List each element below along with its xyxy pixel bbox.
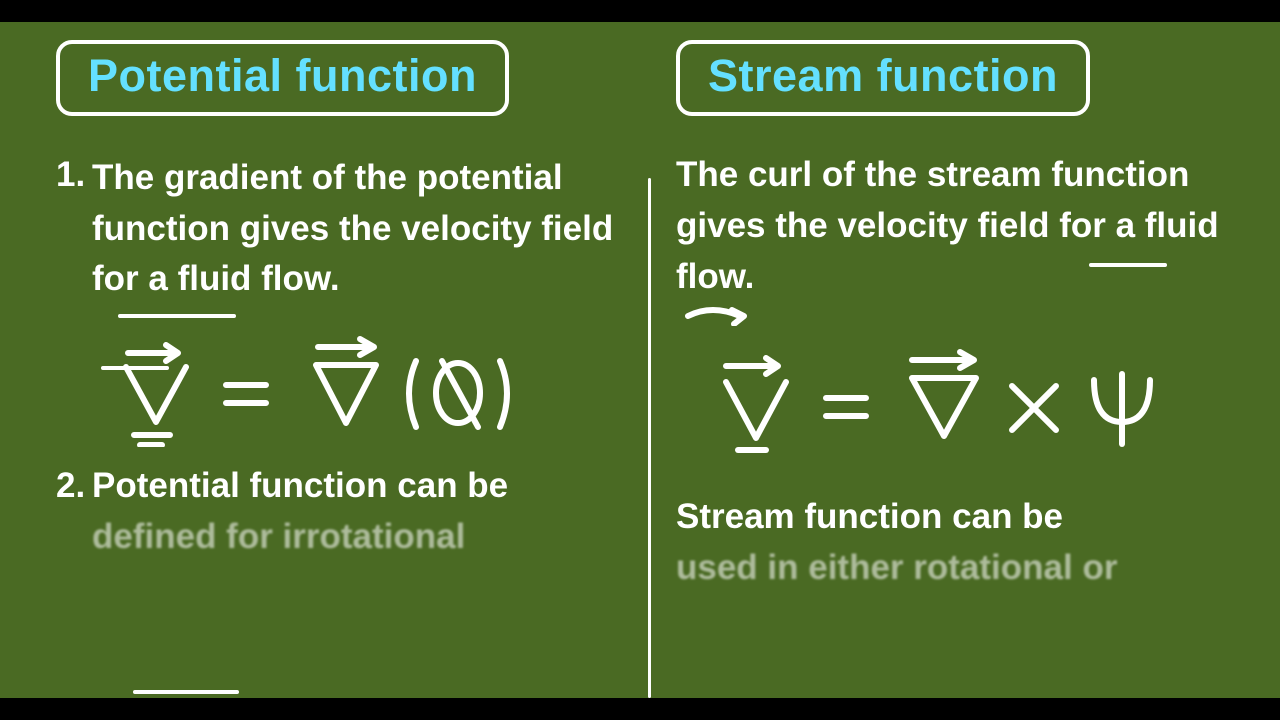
- title-potential: Potential function: [56, 40, 509, 116]
- stream-point-1: The curl of the stream function gives th…: [676, 150, 1240, 302]
- swoosh-annotation: [682, 306, 752, 326]
- stream-point-2-cut: used in either rotational or: [676, 543, 1240, 587]
- chalkboard: Potential function 1. The gradient of th…: [0, 22, 1280, 698]
- list-number-1: 1.: [56, 150, 92, 201]
- potential-point-2-cut: defined for irrotational: [56, 512, 620, 556]
- stream-point-1-text: The curl of the stream function gives th…: [676, 155, 1219, 296]
- potential-point-1-text: The gradient of the potential function g…: [56, 153, 620, 305]
- column-divider: [648, 178, 651, 698]
- stream-point-2: Stream function can be: [676, 492, 1240, 543]
- equation-stream: [716, 340, 1240, 450]
- column-stream: Stream function The curl of the stream f…: [648, 40, 1240, 698]
- list-number-2: 2.: [56, 461, 92, 512]
- potential-point-2: 2.Potential function can be: [56, 461, 620, 512]
- underline-annotation: [1089, 263, 1167, 267]
- underline-annotation: [118, 314, 236, 318]
- equation-potential: [116, 327, 620, 437]
- potential-point-2-text: Potential function can be: [92, 466, 508, 505]
- stream-point-2-text: Stream function can be: [676, 497, 1063, 536]
- underline-annotation: [133, 690, 239, 694]
- title-stream: Stream function: [676, 40, 1090, 116]
- underline-annotation: [101, 366, 169, 370]
- potential-point-1: 1. The gradient of the potential functio…: [56, 150, 620, 305]
